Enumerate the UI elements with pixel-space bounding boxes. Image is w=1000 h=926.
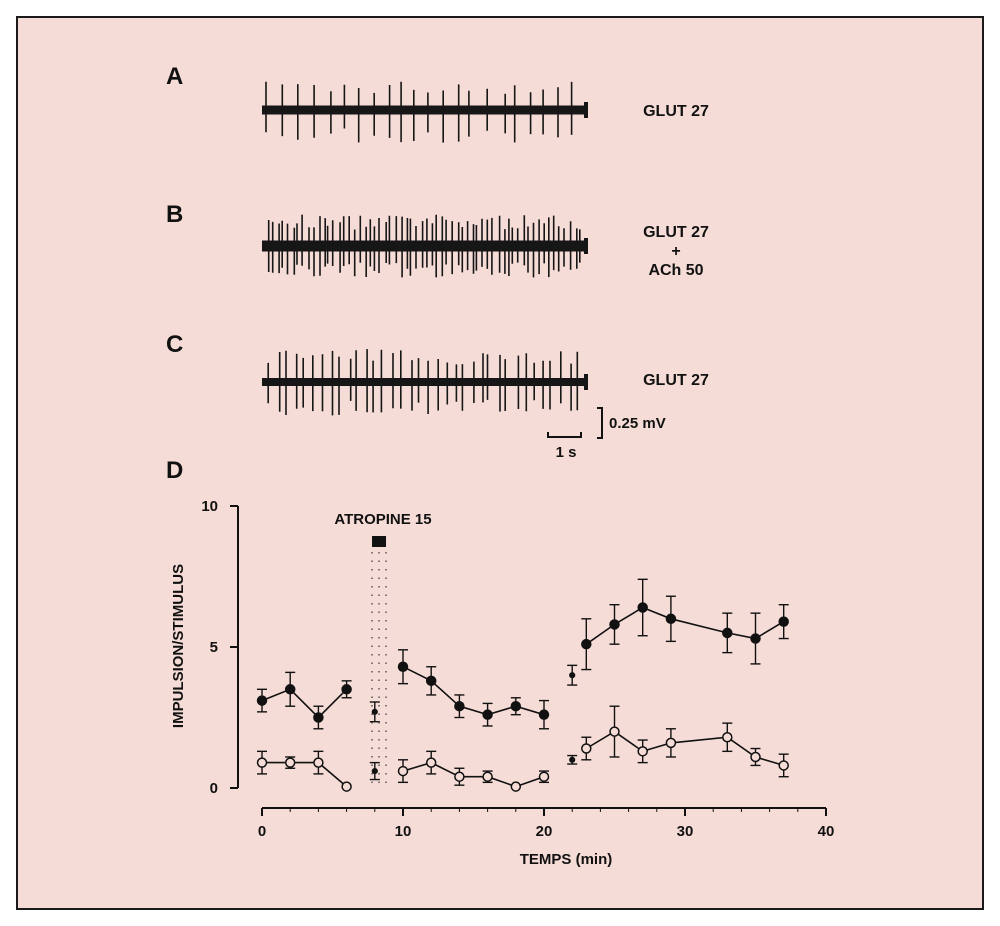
trace-spikes	[267, 214, 581, 278]
point-filled	[581, 638, 592, 650]
point-open	[778, 760, 789, 771]
point-open	[284, 757, 296, 768]
x-tick-label: 10	[395, 823, 412, 840]
point-filled	[778, 616, 789, 627]
isolated-point-open	[569, 756, 576, 763]
point-filled	[425, 675, 437, 687]
point-open	[425, 757, 437, 768]
trace-spikes	[265, 81, 573, 143]
voltage-scale-bar	[597, 407, 603, 439]
trace-baseline	[262, 378, 588, 386]
trace-end-mark	[584, 374, 588, 390]
point-open	[510, 781, 522, 792]
trace-end-mark	[584, 238, 588, 254]
point-open	[341, 781, 352, 792]
point-open	[454, 771, 465, 782]
trace-spikes	[267, 349, 579, 416]
point-filled	[397, 661, 409, 672]
panel-letter-b: B	[166, 201, 183, 228]
x-axis-label: TEMPS (min)	[520, 851, 613, 868]
panel-letter-d: D	[166, 457, 183, 484]
point-open	[637, 746, 648, 757]
point-filled	[637, 602, 648, 613]
time-scale-label: 1 s	[556, 444, 577, 461]
y-tick-label: 5	[210, 639, 218, 656]
point-open	[750, 751, 761, 763]
point-open	[397, 765, 409, 777]
series-open-line	[402, 761, 545, 788]
atropine-bar	[372, 536, 387, 547]
point-filled	[341, 684, 352, 695]
point-open	[609, 726, 620, 737]
y-tick-label: 0	[210, 780, 218, 797]
y-tick-label: 10	[201, 498, 218, 515]
trace-b-label-line2: ACh 50	[648, 262, 703, 279]
y-axis-label: IMPULSION/STIMULUS	[170, 564, 187, 728]
trace-a-label: GLUT 27	[643, 103, 709, 120]
trace-baseline	[262, 240, 588, 252]
point-filled	[665, 613, 677, 625]
x-tick-label: 0	[258, 823, 266, 840]
trace-b-label-line1: GLUT 27	[643, 224, 709, 241]
trace-baseline	[262, 105, 588, 115]
trace-a	[262, 81, 588, 143]
point-open	[313, 757, 324, 768]
point-filled	[510, 700, 522, 712]
figure-panel	[16, 16, 984, 910]
point-open	[665, 737, 677, 749]
point-filled	[256, 695, 268, 706]
point-filled	[454, 700, 465, 712]
point-open	[581, 743, 592, 754]
chart-d: 0 5 10 0 10 20 30 40	[201, 498, 834, 840]
x-tick-label: 30	[677, 823, 694, 840]
point-filled	[313, 712, 324, 723]
trace-c	[262, 349, 588, 416]
isolated-point-filled	[569, 672, 576, 679]
point-filled	[482, 709, 493, 720]
isolated-point-open	[371, 767, 378, 775]
point-filled	[750, 633, 761, 644]
isolated-point-filled	[371, 708, 378, 715]
x-tick-label: 20	[536, 823, 553, 840]
series-filled-line	[261, 688, 348, 719]
point-open	[722, 731, 733, 743]
point-open	[256, 757, 268, 768]
trace-end-mark	[584, 102, 588, 118]
x-tick-label: 40	[818, 823, 835, 840]
point-open	[538, 771, 550, 782]
point-filled	[722, 627, 733, 639]
series-filled-line	[402, 665, 545, 716]
panel-letter-a: A	[166, 63, 183, 90]
trace-b	[262, 214, 588, 278]
point-filled	[609, 619, 620, 630]
trace-c-label: GLUT 27	[643, 372, 709, 389]
series-open-line	[262, 761, 348, 788]
voltage-scale-label: 0.25 mV	[609, 415, 666, 432]
panel-letter-c: C	[166, 331, 183, 358]
point-open	[482, 771, 493, 782]
atropine-label: ATROPINE 15	[334, 511, 431, 528]
point-filled	[284, 684, 296, 695]
time-scale-bar	[547, 432, 582, 438]
point-filled	[538, 709, 550, 720]
trace-b-label-plus: +	[671, 243, 680, 260]
